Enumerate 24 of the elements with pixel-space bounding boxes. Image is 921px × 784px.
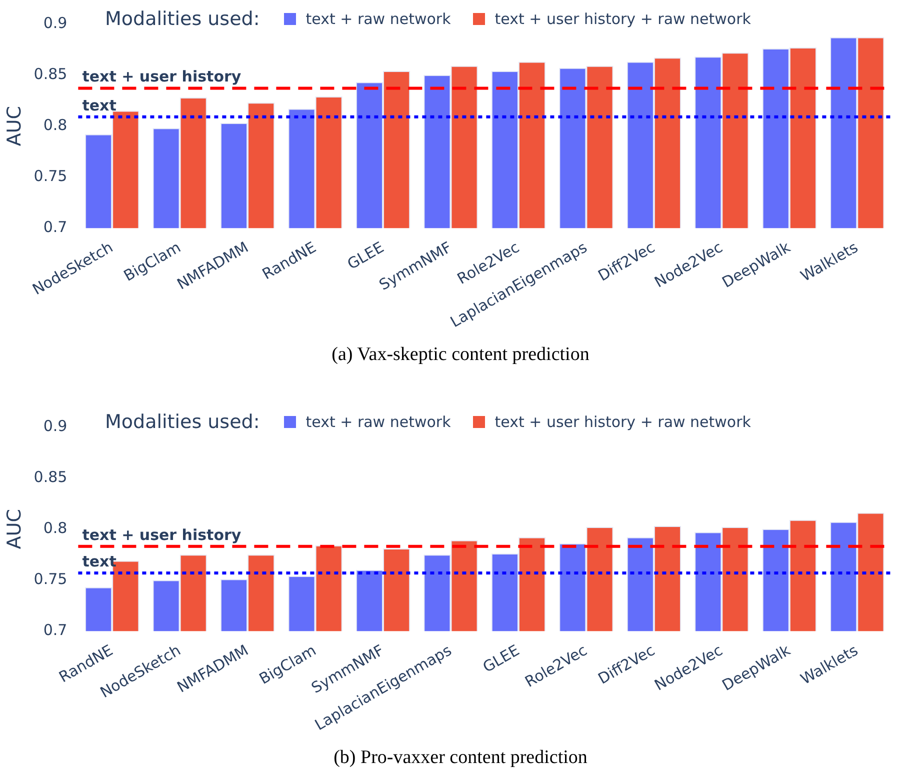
y-tick-label: 0.9 xyxy=(43,14,68,32)
y-tick-label: 0.75 xyxy=(34,570,68,588)
legend-label: text + raw network xyxy=(306,10,451,28)
y-tick-label: 0.85 xyxy=(34,64,68,83)
legend-label: text + raw network xyxy=(306,413,451,431)
y-tick-label: 0.7 xyxy=(43,621,68,640)
legend-title: Modalities used: xyxy=(105,8,260,30)
y-tick-label: 0.7 xyxy=(43,218,68,236)
legend-title: Modalities used: xyxy=(105,411,260,433)
ref-line-label: text + user history xyxy=(82,526,242,544)
legend-label: text + user history + raw network xyxy=(494,10,751,28)
y-axis-title: AUC xyxy=(3,508,26,550)
text: (b) Pro-vaxxer content prediction xyxy=(332,746,588,770)
text: (a) Vax-skeptic content prediction xyxy=(330,343,590,367)
ref-line-label: text + user history xyxy=(82,68,242,86)
y-tick-label: 0.8 xyxy=(43,116,68,134)
y-tick-label: 0.85 xyxy=(34,468,68,486)
ref-line-label: text xyxy=(82,552,116,570)
y-tick-label: 0.9 xyxy=(43,416,68,435)
y-axis-title: AUC xyxy=(3,106,26,146)
ref-line-label: text xyxy=(82,96,116,114)
y-tick-label: 0.8 xyxy=(43,518,68,537)
y-tick-label: 0.75 xyxy=(34,166,68,185)
legend-label: text + user history + raw network xyxy=(494,413,751,431)
